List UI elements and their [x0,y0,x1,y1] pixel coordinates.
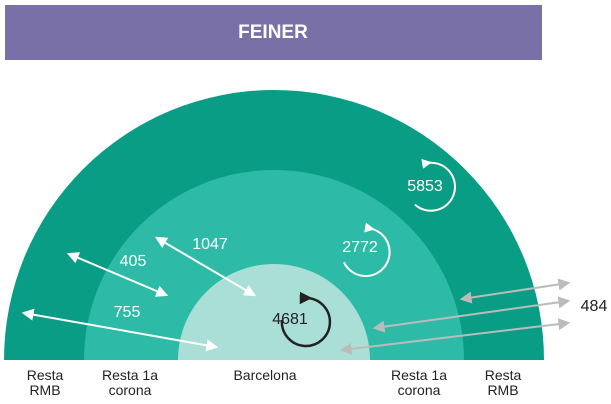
flow-value: 484 [581,298,608,315]
header-title: FEINER [238,22,308,43]
zone-label: Resta RMB [26,367,64,398]
zone-label: Resta RMB [484,367,522,398]
header-bar [5,5,542,60]
loop-arrow [414,158,456,212]
flow-value: 4681 [272,311,308,328]
loop-arrow [343,222,391,278]
flow-value: 2772 [342,239,378,256]
arrow [339,318,571,355]
flow-value: 1047 [192,236,228,253]
arrow [459,278,571,304]
arrow [154,236,257,297]
outside-arrows [339,278,571,355]
flow-value: 405 [120,253,147,270]
loop-arrow [280,291,332,348]
zone-label: Resta 1a corona [101,367,159,398]
flow-value: 5853 [407,178,443,195]
zone-label: Barcelona [233,367,297,383]
arrow [66,252,169,297]
arrows [21,236,257,352]
arrow [21,308,219,352]
flow-value: 755 [114,304,141,321]
zone-label: Resta 1a corona [390,367,448,398]
